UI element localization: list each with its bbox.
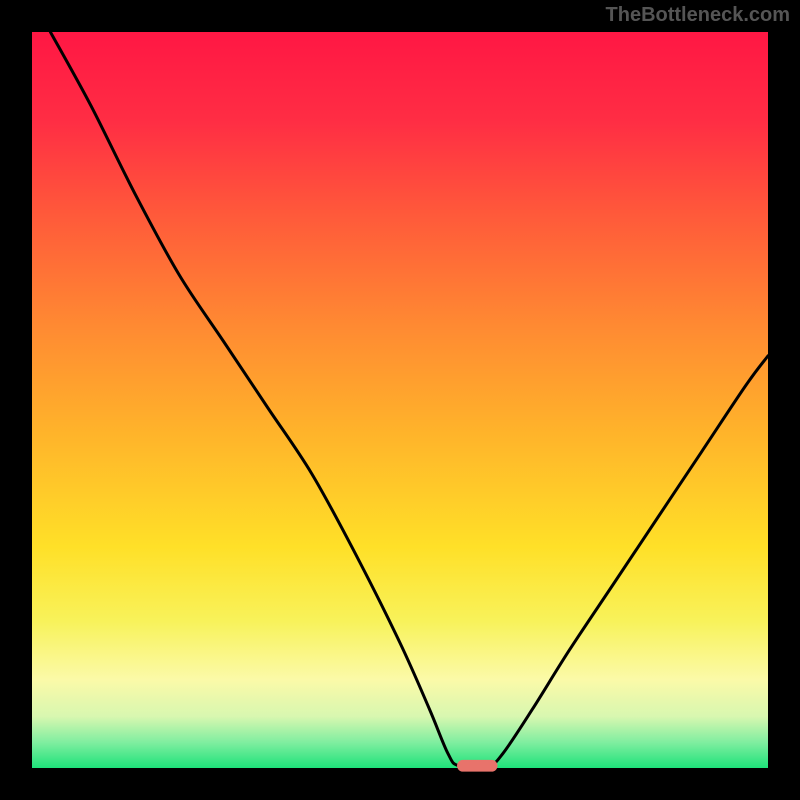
bottleneck-chart bbox=[0, 0, 800, 800]
watermark-text: TheBottleneck.com bbox=[606, 4, 790, 27]
optimal-marker bbox=[457, 760, 497, 772]
plot-area bbox=[32, 32, 768, 768]
chart-container: TheBottleneck.com bbox=[0, 0, 800, 800]
